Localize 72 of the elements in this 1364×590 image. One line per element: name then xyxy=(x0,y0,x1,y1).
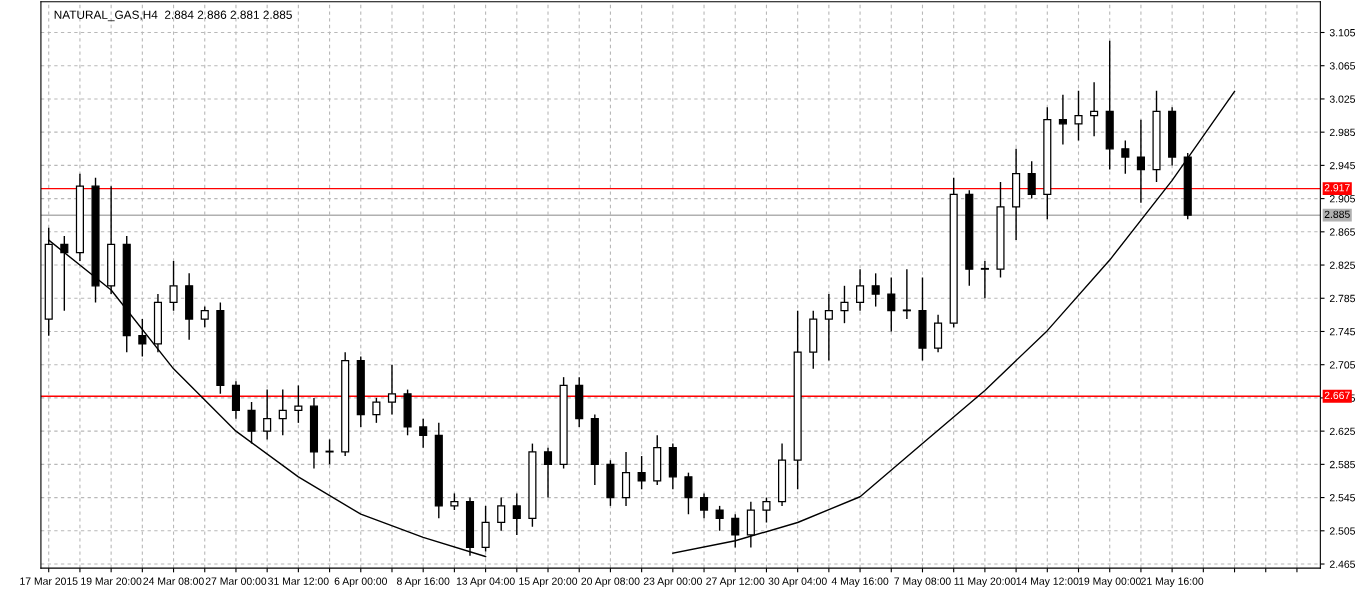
y-tick-label: 2.585 xyxy=(1329,460,1356,469)
candlestick xyxy=(512,492,521,536)
x-tick-label: 7 May 08:00 xyxy=(894,577,951,587)
candlestick xyxy=(1090,81,1099,138)
candlestick xyxy=(1058,94,1067,146)
y-tick-label: 2.505 xyxy=(1329,527,1356,535)
candlestick xyxy=(278,388,287,436)
x-tick-label: 24 Mar 08:00 xyxy=(143,577,204,585)
x-tick-label: 19 May 00:00 xyxy=(1078,577,1141,587)
candlestick xyxy=(543,447,553,499)
text: NATURAL_GAS,H4 2.884 2.886 2.881 2.885 xyxy=(54,10,292,22)
candlestick xyxy=(684,471,693,515)
candlestick xyxy=(902,268,911,320)
x-tick-label: 31 Mar 12:00 xyxy=(268,577,329,585)
x-tick-label: 21 May 16:00 xyxy=(1141,577,1204,587)
x-tick-label: 19 Mar 20:00 xyxy=(81,577,142,585)
candlestick xyxy=(200,305,209,329)
y-tick-label: 2.545 xyxy=(1329,494,1356,502)
x-tick-label: 11 May 20:00 xyxy=(954,577,1016,587)
candlestick xyxy=(263,388,272,441)
x-tick-label: 17 Mar 2015 xyxy=(20,577,78,585)
x-tick-label: 23 Apr 00:00 xyxy=(643,577,702,587)
ref-line-label: 2.917 xyxy=(1324,184,1350,192)
candlestick xyxy=(840,285,849,324)
ref-line-label: 2.667 xyxy=(1324,391,1350,400)
candlestick xyxy=(497,496,506,532)
candlestick xyxy=(1027,160,1036,200)
candlestick xyxy=(871,272,880,308)
candlestick xyxy=(699,492,709,520)
candlestick xyxy=(637,455,646,490)
x-tick-label: 27 Apr 12:00 xyxy=(706,577,765,587)
candlestick xyxy=(731,513,740,549)
x-tick-label: 30 Apr 04:00 xyxy=(768,577,827,587)
y-tick-label: 2.705 xyxy=(1329,361,1356,369)
x-tick-label: 13 Apr 04:00 xyxy=(456,577,515,587)
candlestick xyxy=(887,276,896,333)
candlestick xyxy=(1074,89,1083,142)
y-tick-label: 3.065 xyxy=(1329,62,1356,70)
candlestick xyxy=(169,260,178,312)
candlestick xyxy=(247,401,256,445)
ref-line-label: 2.885 xyxy=(1324,210,1350,218)
y-tick-label: 2.825 xyxy=(1329,261,1356,269)
candlestick xyxy=(1121,139,1130,175)
candlestick xyxy=(325,438,334,466)
y-tick-label: 2.945 xyxy=(1329,161,1356,170)
candlestick xyxy=(824,293,833,362)
y-tick-label: 2.625 xyxy=(1329,427,1356,436)
x-tick-label: 14 May 12:00 xyxy=(1016,577,1079,587)
y-tick-label: 2.465 xyxy=(1329,560,1356,568)
x-tick-label: 6 Apr 00:00 xyxy=(334,577,388,587)
candlestick xyxy=(1136,119,1145,204)
x-tick-label: 15 Apr 20:00 xyxy=(519,577,578,587)
candlestick xyxy=(387,364,397,416)
y-tick-label: 3.105 xyxy=(1329,29,1356,37)
y-tick-label: 2.785 xyxy=(1329,294,1356,303)
candlestick xyxy=(762,496,771,524)
x-tick-label: 4 May 16:00 xyxy=(831,577,889,587)
y-tick-label: 2.905 xyxy=(1329,195,1356,203)
y-tick-label: 2.985 xyxy=(1329,128,1356,137)
candlestick xyxy=(138,318,147,358)
candlestick xyxy=(715,505,724,532)
x-tick-label: 8 Apr 16:00 xyxy=(397,577,450,587)
y-tick-label: 3.025 xyxy=(1329,95,1356,103)
candlestick xyxy=(294,384,303,424)
candlestick xyxy=(419,417,428,449)
x-tick-label: 27 Mar 00:00 xyxy=(205,577,267,585)
y-tick-label: 2.865 xyxy=(1329,228,1356,236)
x-tick-label: 20 Apr 08:00 xyxy=(581,577,640,587)
y-tick-label: 2.745 xyxy=(1329,327,1356,336)
candlestick xyxy=(372,397,381,424)
candlestick xyxy=(856,268,865,312)
candlestick xyxy=(980,260,989,299)
